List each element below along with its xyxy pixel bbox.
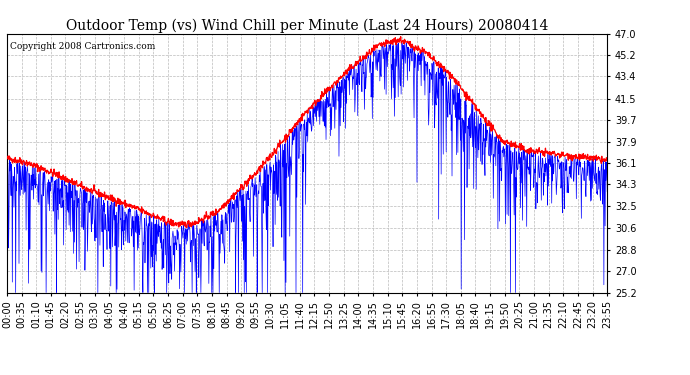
- Title: Outdoor Temp (vs) Wind Chill per Minute (Last 24 Hours) 20080414: Outdoor Temp (vs) Wind Chill per Minute …: [66, 18, 549, 33]
- Text: Copyright 2008 Cartronics.com: Copyright 2008 Cartronics.com: [10, 42, 155, 51]
